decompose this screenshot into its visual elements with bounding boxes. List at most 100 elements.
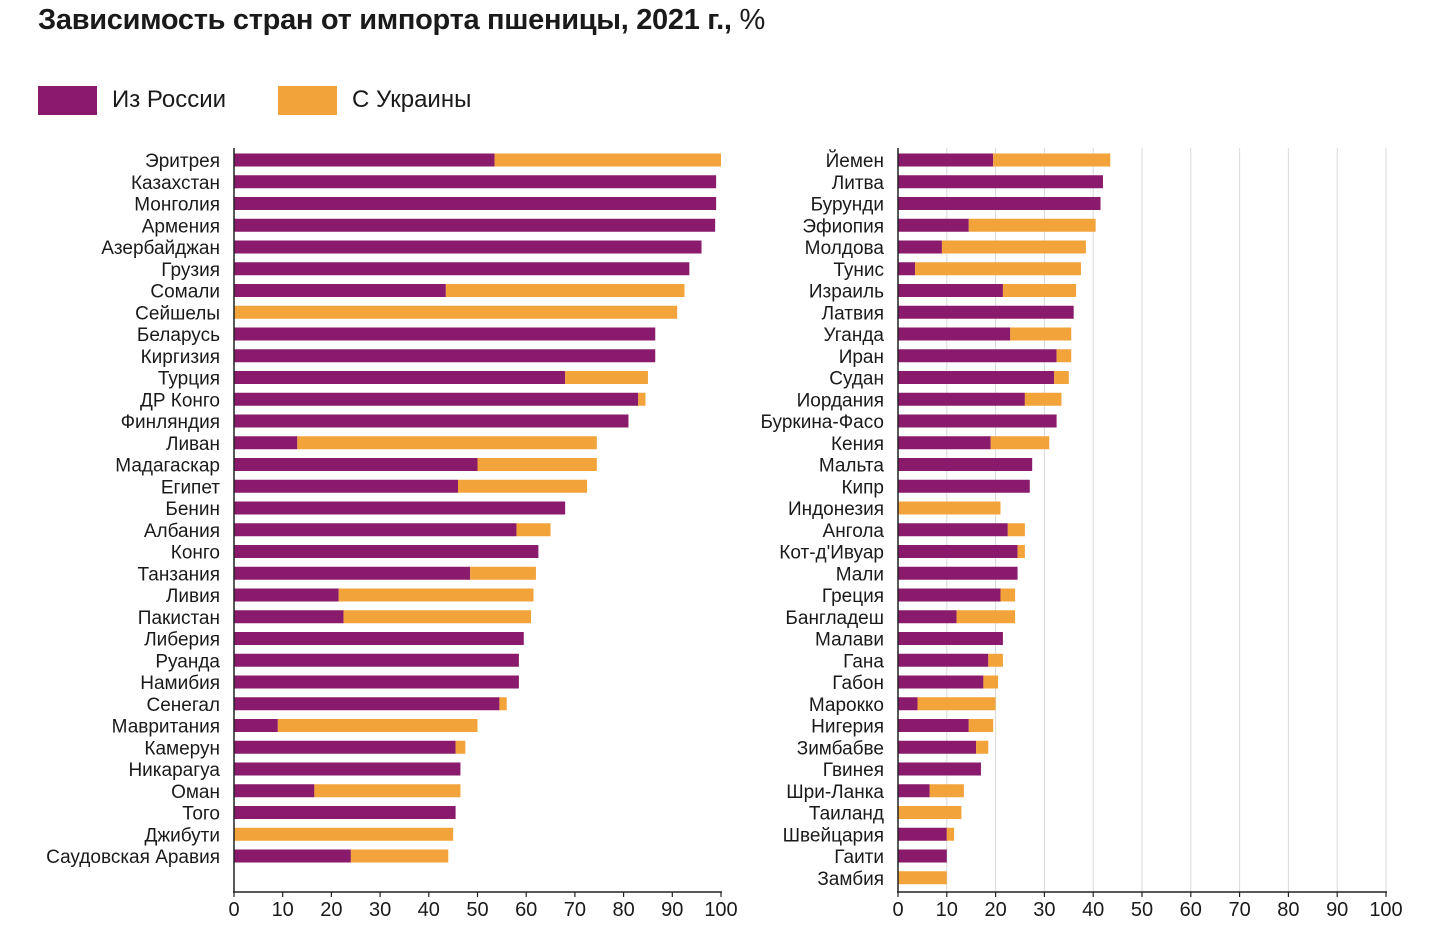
category-label-1-4: Молдова <box>805 238 885 259</box>
bar-russia-0-24 <box>234 675 519 689</box>
category-label-1-11: Иордания <box>797 390 884 411</box>
bar-ukraine-0-31 <box>234 827 454 841</box>
bar-ukraine-0-14 <box>477 458 597 471</box>
category-label-1-23: Гана <box>843 651 884 672</box>
bar-ukraine-1-18 <box>1017 545 1025 558</box>
bar-russia-0-25 <box>234 697 500 711</box>
bar-russia-1-4 <box>898 240 942 254</box>
bar-russia-1-23 <box>898 653 989 667</box>
bar-ukraine-0-11 <box>638 392 646 406</box>
category-label-1-27: Зимбабве <box>797 738 884 759</box>
bar-ukraine-0-17 <box>516 523 551 537</box>
bar-russia-0-15 <box>234 479 459 493</box>
category-label-0-22: Либерия <box>144 630 220 651</box>
category-label-1-10: Судан <box>829 369 884 390</box>
chart-title: Зависимость стран от импорта пшеницы, 20… <box>38 4 765 37</box>
bar-russia-0-18 <box>234 545 539 558</box>
bar-ukraine-1-29 <box>929 784 964 798</box>
category-label-1-20: Греция <box>822 586 884 607</box>
bar-ukraine-0-20 <box>338 588 534 602</box>
category-label-0-1: Казахстан <box>131 173 220 194</box>
category-label-0-16: Бенин <box>165 499 220 520</box>
category-label-0-13: Ливан <box>166 434 220 455</box>
category-label-1-12: Буркина-Фасо <box>760 412 884 433</box>
bar-ukraine-1-5 <box>915 262 1081 276</box>
bar-ukraine-1-31 <box>946 827 955 841</box>
category-label-0-8: Беларусь <box>137 325 220 346</box>
x-tick-label-1-3: 30 <box>1033 899 1055 921</box>
bar-ukraine-0-7 <box>234 305 678 319</box>
category-label-0-23: Руанда <box>155 651 220 672</box>
category-label-1-3: Эфиопия <box>802 216 884 237</box>
bar-russia-1-19 <box>898 566 1018 580</box>
bar-russia-0-23 <box>234 653 519 667</box>
chart-title-text: Зависимость стран от импорта пшеницы, 20… <box>38 4 732 36</box>
category-label-0-26: Мавритания <box>112 717 220 738</box>
category-label-1-28: Гвинея <box>823 760 884 781</box>
x-tick-label-1-5: 50 <box>1131 899 1153 921</box>
bar-ukraine-1-25 <box>917 697 996 711</box>
category-label-0-32: Саудовская Аравия <box>46 847 220 868</box>
category-label-1-7: Латвия <box>822 303 884 324</box>
bar-russia-1-31 <box>898 827 947 841</box>
bar-russia-1-25 <box>898 697 918 711</box>
category-label-0-24: Намибия <box>140 673 220 694</box>
x-tick-label-1-1: 10 <box>936 899 958 921</box>
bar-russia-0-30 <box>234 806 456 819</box>
category-label-0-6: Сомали <box>150 282 220 303</box>
x-tick-label-0-0: 0 <box>228 899 239 921</box>
bar-russia-1-3 <box>898 218 969 232</box>
bar-ukraine-1-26 <box>968 719 994 732</box>
bar-russia-0-26 <box>234 719 278 732</box>
bar-ukraine-1-3 <box>968 218 1096 232</box>
category-label-0-11: ДР Конго <box>140 390 220 411</box>
x-tick-label-0-2: 20 <box>320 899 342 921</box>
bar-russia-0-4 <box>234 240 702 254</box>
category-label-1-24: Габон <box>832 673 884 694</box>
category-label-1-2: Бурунди <box>811 195 884 216</box>
x-tick-label-1-2: 20 <box>984 899 1006 921</box>
bar-russia-0-6 <box>234 284 446 297</box>
category-label-1-19: Мали <box>836 564 884 585</box>
category-label-1-21: Бангладеш <box>785 608 884 629</box>
category-label-0-31: Джибути <box>145 825 220 846</box>
category-label-0-17: Албания <box>144 521 220 542</box>
bar-russia-0-3 <box>234 218 716 232</box>
category-label-0-27: Камерун <box>144 738 220 759</box>
bar-russia-1-10 <box>898 371 1055 384</box>
legend-label-ukraine: С Украины <box>352 86 472 113</box>
category-label-1-16: Индонезия <box>788 499 884 520</box>
category-label-1-5: Тунис <box>833 260 884 281</box>
bar-russia-0-13 <box>234 436 298 450</box>
bar-russia-0-10 <box>234 371 566 384</box>
bar-russia-1-7 <box>898 305 1074 319</box>
x-tick-label-0-6: 60 <box>515 899 537 921</box>
bar-ukraine-0-13 <box>297 436 597 450</box>
chart-title-unit: % <box>739 4 765 36</box>
chart-legend: Из России С Украины <box>38 84 523 116</box>
category-label-0-30: Того <box>182 804 220 825</box>
bar-russia-0-27 <box>234 740 456 754</box>
bar-russia-0-17 <box>234 523 517 537</box>
category-label-1-22: Малави <box>815 630 884 651</box>
bar-ukraine-0-25 <box>499 697 507 711</box>
bar-russia-0-12 <box>234 414 629 428</box>
bar-ukraine-0-10 <box>565 371 648 384</box>
bar-russia-1-21 <box>898 610 957 624</box>
x-tick-label-1-8: 80 <box>1277 899 1299 921</box>
bar-russia-0-28 <box>234 762 461 776</box>
bar-russia-1-18 <box>898 545 1018 558</box>
bar-ukraine-1-16 <box>898 501 1001 515</box>
bar-russia-1-9 <box>898 349 1057 363</box>
bar-russia-0-8 <box>234 327 656 341</box>
category-label-1-30: Таиланд <box>809 804 884 825</box>
x-tick-label-0-5: 50 <box>466 899 488 921</box>
category-label-1-25: Марокко <box>809 695 884 716</box>
bar-russia-1-22 <box>898 632 1003 645</box>
category-label-0-0: Эритрея <box>145 151 220 172</box>
bar-russia-0-19 <box>234 566 471 580</box>
category-label-1-1: Литва <box>832 173 885 194</box>
bar-russia-0-11 <box>234 392 639 406</box>
bar-ukraine-1-20 <box>1000 588 1016 602</box>
